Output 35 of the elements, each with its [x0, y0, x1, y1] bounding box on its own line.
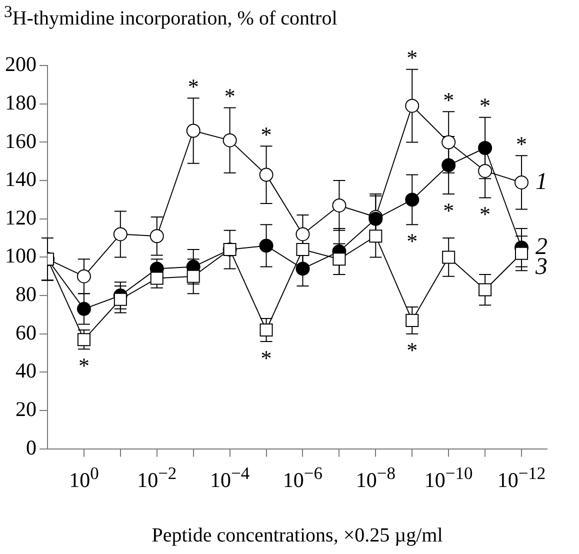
- annotation: *: [516, 131, 528, 156]
- annotation: *: [78, 352, 90, 378]
- annotation: *: [406, 338, 418, 363]
- annotation: *: [406, 228, 418, 254]
- annotation: *: [480, 202, 491, 227]
- x-tick-label: 10$^{−4}$: [210, 462, 250, 492]
- annotation: *: [480, 93, 491, 118]
- y-tick-label: 180: [5, 90, 36, 114]
- y-tick-label: 40: [16, 358, 36, 383]
- y-tick-label: 20: [16, 396, 36, 421]
- annotation: *: [443, 87, 454, 112]
- annotation: *: [224, 84, 236, 109]
- annotation: *: [260, 122, 272, 147]
- x-tick-label: 10$^{0}$: [69, 462, 99, 492]
- y-tick-label: 200: [5, 52, 36, 76]
- x-tick-label: 10$^{−2}$: [137, 462, 177, 492]
- y-tick-label: 160: [5, 128, 36, 153]
- y-tick-label: 0: [26, 435, 36, 460]
- x-tick-label: 10$^{−6}$: [282, 462, 323, 492]
- series-label: 3: [534, 254, 548, 280]
- annotation: *: [443, 198, 454, 223]
- y-tick-label: 80: [16, 282, 36, 306]
- annotation: *: [188, 74, 199, 99]
- x-tick-label: 10$^{−10}$: [424, 462, 473, 492]
- series-label: 1: [536, 168, 548, 195]
- y-tick-label: 120: [5, 205, 36, 230]
- x-tick-label: 10$^{−12}$: [497, 462, 546, 492]
- annotation: *: [406, 45, 418, 70]
- y-tick-label: 100: [5, 244, 36, 268]
- y-tick-label: 60: [16, 320, 36, 344]
- annotation: *: [260, 345, 272, 370]
- y-tick-label: 140: [5, 167, 36, 192]
- y-axis-title: $^{3}$H-thymidine incorporation, % of control: [4, 1, 338, 31]
- x-tick-label: 10$^{−8}$: [356, 462, 396, 492]
- x-axis-title: Peptide concentrations, ×0.25 µg/ml: [152, 524, 444, 546]
